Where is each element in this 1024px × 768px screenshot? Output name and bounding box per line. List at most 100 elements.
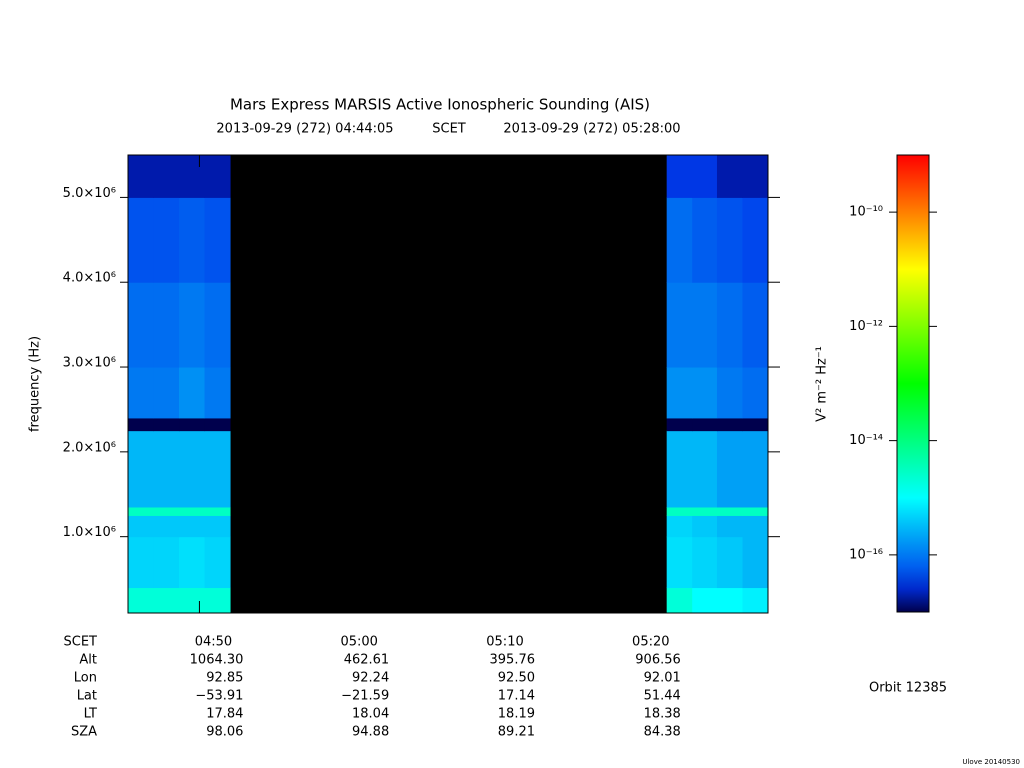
heatmap-cell	[666, 506, 693, 516]
chart-title: Mars Express MARSIS Active Ionospheric S…	[230, 96, 650, 114]
heatmap-cell	[153, 282, 180, 368]
ephemeris-value: 92.85	[206, 671, 243, 686]
heatmap-cell	[742, 536, 769, 589]
heatmap-cell	[692, 587, 718, 614]
ephemeris-value: −21.59	[341, 689, 389, 704]
heatmap-cell	[742, 197, 769, 283]
heatmap-cell	[742, 506, 769, 516]
ephemeris-value: 89.21	[498, 725, 535, 740]
ephemeris-label: Lat	[77, 689, 97, 704]
ephemeris-label: SCET	[64, 635, 98, 650]
heatmap-cell	[128, 155, 155, 198]
heatmap-cell	[692, 515, 718, 538]
heatmap-cell	[128, 197, 155, 283]
ephemeris-value: 906.56	[635, 653, 681, 668]
ephemeris-label: Alt	[79, 653, 97, 668]
heatmap-cell	[128, 417, 155, 432]
heatmap-cell	[666, 155, 693, 198]
heatmap-cell	[153, 506, 180, 516]
heatmap-cell	[716, 282, 743, 368]
heatmap-cell	[716, 197, 743, 283]
heatmap-cell	[742, 417, 769, 432]
heatmap-cell	[692, 367, 718, 419]
heatmap-cell	[666, 587, 693, 614]
x-tick-label: 05:10	[486, 635, 523, 650]
ephemeris-label: LT	[84, 707, 97, 722]
ephemeris-value: 18.19	[498, 707, 535, 722]
heatmap-cell	[128, 536, 155, 589]
heatmap-cell	[742, 367, 769, 419]
orbit-label: Orbit 12385	[869, 681, 947, 696]
heatmap-cell	[204, 506, 231, 516]
heatmap-cell	[666, 417, 693, 432]
heatmap-cell	[128, 430, 155, 508]
y-tick-label: 3.0×10⁶	[63, 356, 116, 371]
heatmap-cell	[128, 506, 155, 516]
subtitle-end: 2013-09-29 (272) 05:28:00	[503, 122, 680, 137]
footer: Ulove 20140530	[962, 758, 1020, 766]
heatmap-cell	[179, 282, 206, 368]
ephemeris-value: 17.84	[206, 707, 243, 722]
heatmap-cell	[666, 430, 693, 508]
ephemeris-value: 18.04	[352, 707, 389, 722]
ephemeris-value: 92.50	[498, 671, 535, 686]
heatmap-cell	[692, 506, 718, 516]
ephemeris-value: 92.24	[352, 671, 389, 686]
heatmap-cell	[692, 197, 718, 283]
ephemeris-value: 51.44	[644, 689, 681, 704]
heatmap-cell	[742, 155, 769, 198]
ephemeris-value: 18.38	[644, 707, 681, 722]
heatmap-cell	[153, 367, 180, 419]
heatmap-cell	[204, 282, 231, 368]
heatmap-cell	[742, 515, 769, 538]
heatmap-cell	[716, 430, 743, 508]
heatmap-cell	[716, 587, 743, 614]
ephemeris-label: SZA	[71, 725, 97, 740]
y-tick-label: 5.0×10⁶	[63, 186, 116, 201]
heatmap-cell	[692, 430, 718, 508]
colorbar-tick-label: 10⁻¹²	[849, 319, 883, 334]
heatmap-cell	[716, 155, 743, 198]
y-tick-label: 2.0×10⁶	[63, 440, 116, 455]
ephemeris-value: 98.06	[206, 725, 243, 740]
heatmap-cell	[179, 587, 206, 614]
ephemeris-value: −53.91	[195, 689, 243, 704]
ephemeris-value: 462.61	[344, 653, 390, 668]
heatmap-cell	[742, 282, 769, 368]
ephemeris-value: 84.38	[644, 725, 681, 740]
heatmap-cell	[692, 536, 718, 589]
heatmap-cell	[153, 417, 180, 432]
ephemeris-label: Lon	[74, 671, 97, 686]
heatmap-cell	[128, 515, 155, 538]
heatmap-cell	[742, 430, 769, 508]
heatmap-cell	[204, 587, 231, 614]
heatmap-cell	[204, 515, 231, 538]
heatmap-cell	[204, 417, 231, 432]
heatmap-cell	[716, 506, 743, 516]
heatmap-cell	[179, 430, 206, 508]
colorbar-tick-label: 10⁻¹⁴	[849, 433, 883, 448]
colorbar-tick-label: 10⁻¹⁶	[849, 547, 883, 562]
x-tick-label: 05:20	[632, 635, 669, 650]
subtitle-start: 2013-09-29 (272) 04:44:05	[216, 122, 393, 137]
heatmap-cell	[692, 155, 718, 198]
heatmap-cell	[666, 197, 693, 283]
ephemeris-value: 94.88	[352, 725, 389, 740]
heatmap-cell	[179, 155, 206, 198]
heatmap-cell	[204, 367, 231, 419]
ephemeris-value: 92.01	[644, 671, 681, 686]
heatmap-cell	[204, 197, 231, 283]
heatmap-cell	[153, 536, 180, 589]
heatmap-cell	[204, 155, 231, 198]
heatmap-cell	[153, 587, 180, 614]
ephemeris-value: 17.14	[498, 689, 535, 704]
heatmap-cell	[666, 515, 693, 538]
subtitle-mid: SCET	[432, 122, 466, 137]
heatmap-cell	[716, 515, 743, 538]
heatmap-cell	[179, 367, 206, 419]
heatmap-cell	[179, 417, 206, 432]
heatmap-cell	[204, 536, 231, 589]
heatmap-cell	[128, 587, 155, 614]
heatmap-cell	[692, 417, 718, 432]
x-tick-label: 04:50	[195, 635, 232, 650]
